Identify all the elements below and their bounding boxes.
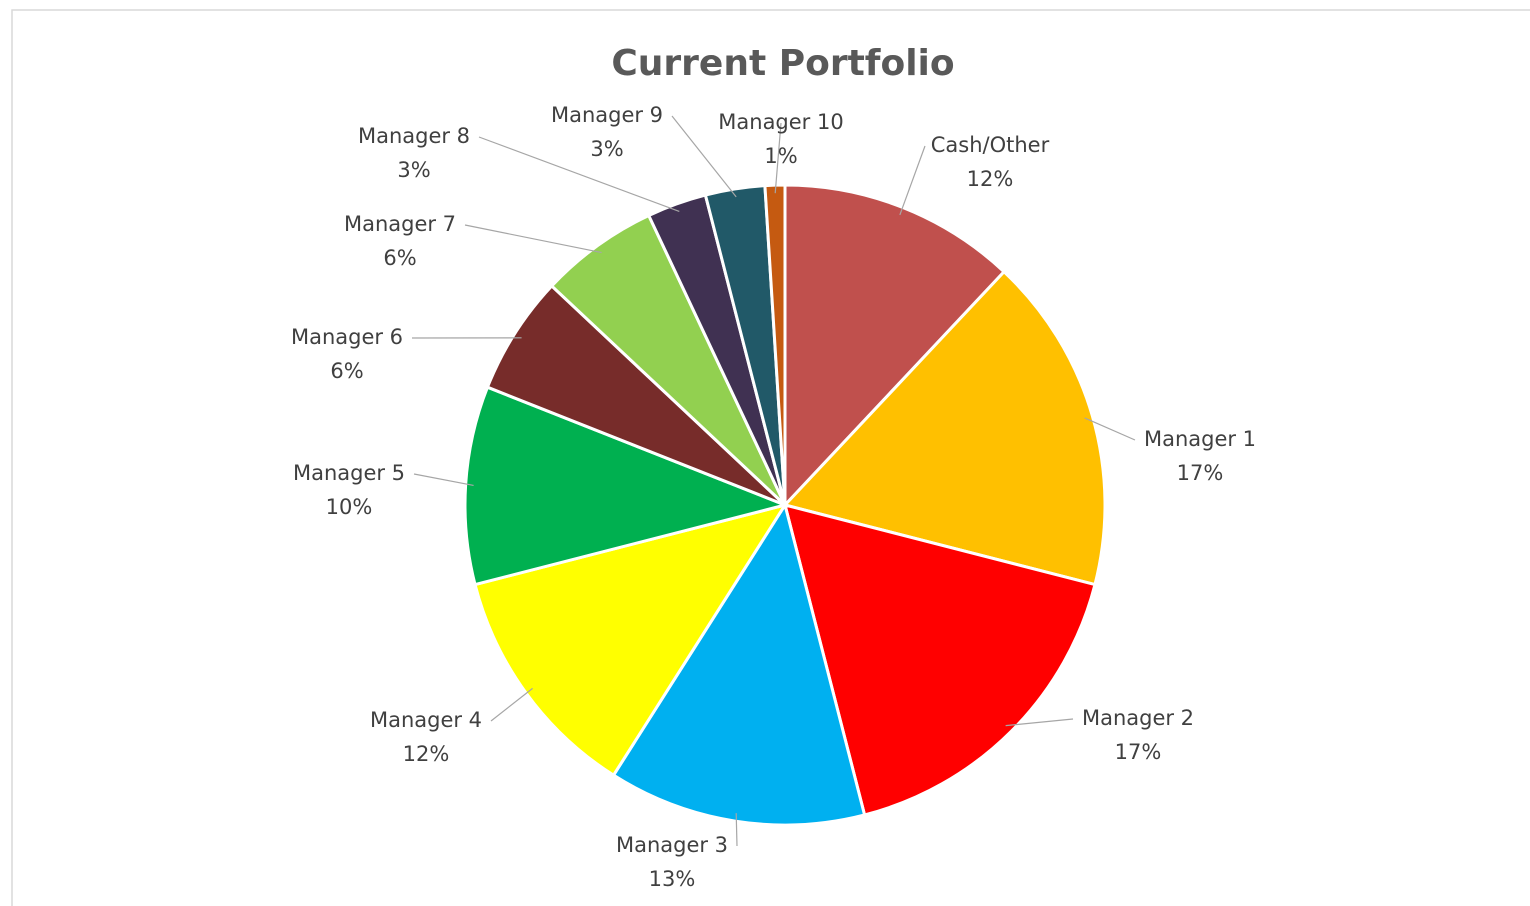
slice-label: Manager 5 bbox=[293, 461, 405, 485]
pie-slice bbox=[463, 385, 790, 587]
slice-label: Manager 9 bbox=[551, 103, 663, 127]
slice-value-label: 12% bbox=[967, 167, 1014, 191]
pie-slice bbox=[549, 213, 787, 507]
slice-label: Manager 10 bbox=[718, 110, 843, 134]
slice-value-label: 6% bbox=[330, 359, 363, 383]
chart-title: Current Portfolio bbox=[611, 43, 954, 84]
pie-slice bbox=[782, 269, 1107, 587]
slice-label: Manager 1 bbox=[1144, 427, 1256, 451]
slice-value-label: 17% bbox=[1115, 740, 1162, 764]
slice-value-label: 3% bbox=[397, 158, 430, 182]
slice-label: Manager 4 bbox=[370, 708, 482, 732]
leader-line bbox=[774, 122, 782, 194]
pie-slice bbox=[485, 283, 787, 507]
slice-label: Manager 8 bbox=[358, 124, 470, 148]
pie-slice bbox=[763, 183, 787, 506]
slice-label: Manager 7 bbox=[344, 212, 456, 236]
slice-label: Manager 2 bbox=[1082, 706, 1194, 730]
chart-frame bbox=[11, 9, 1530, 906]
slice-value-label: 6% bbox=[383, 246, 416, 270]
leader-line bbox=[899, 145, 926, 216]
slice-value-label: 3% bbox=[590, 137, 623, 161]
leader-line bbox=[1084, 417, 1136, 441]
slice-value-label: 17% bbox=[1177, 461, 1224, 485]
leader-line bbox=[478, 136, 680, 213]
leader-line bbox=[671, 115, 737, 198]
pie-slice bbox=[782, 502, 1097, 817]
leader-line bbox=[464, 224, 602, 254]
pie-slice bbox=[611, 501, 867, 827]
slice-label: Manager 6 bbox=[291, 325, 403, 349]
slice-value-label: 1% bbox=[764, 144, 797, 168]
slice-value-label: 13% bbox=[649, 867, 696, 891]
leader-line bbox=[735, 813, 738, 847]
slice-label: Cash/Other bbox=[931, 133, 1050, 157]
slice-value-label: 10% bbox=[326, 495, 373, 519]
leader-line bbox=[1005, 718, 1074, 727]
leader-line bbox=[490, 687, 533, 722]
leader-line bbox=[413, 473, 474, 486]
slice-label: Manager 3 bbox=[616, 833, 728, 857]
slice-value-label: 12% bbox=[403, 742, 450, 766]
